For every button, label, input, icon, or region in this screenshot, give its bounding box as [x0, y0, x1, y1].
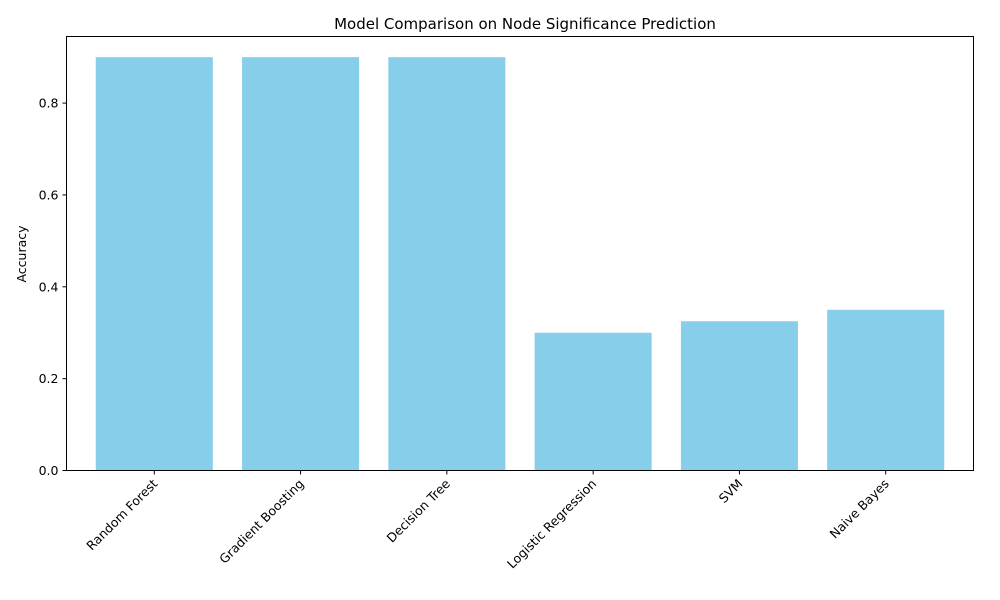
y-axis-label: Accuracy	[14, 225, 29, 283]
y-axis-ticks: 0.0 0.2 0.4 0.6 0.8	[39, 96, 67, 478]
y-tick-label: 0.8	[39, 96, 59, 111]
y-tick-label: 0.2	[39, 371, 59, 386]
bar-decision-tree	[388, 57, 506, 471]
chart-title: Model Comparison on Node Significance Pr…	[334, 15, 716, 33]
bar-gradient-boosting	[242, 57, 360, 471]
y-tick-label: 0.0	[39, 463, 59, 478]
y-tick-label: 0.6	[39, 187, 59, 202]
plot-frame	[66, 36, 974, 471]
x-tick-label: SVM	[716, 476, 746, 506]
bar-naive-bayes	[827, 309, 945, 471]
x-tick-label: Decision Tree	[384, 476, 454, 546]
bar-logistic-regression	[534, 332, 652, 471]
x-tick-label: Naive Bayes	[827, 476, 892, 541]
bars-group	[95, 57, 945, 471]
bar-svm	[680, 321, 798, 471]
x-tick-label: Logistic Regression	[504, 476, 599, 571]
x-tick-label: Random Forest	[83, 476, 160, 553]
x-tick-label: Gradient Boosting	[216, 476, 307, 567]
x-axis-ticks: Random Forest Gradient Boosting Decision T…	[83, 470, 892, 571]
y-tick-label: 0.4	[39, 279, 59, 294]
bar-random-forest	[95, 57, 213, 471]
